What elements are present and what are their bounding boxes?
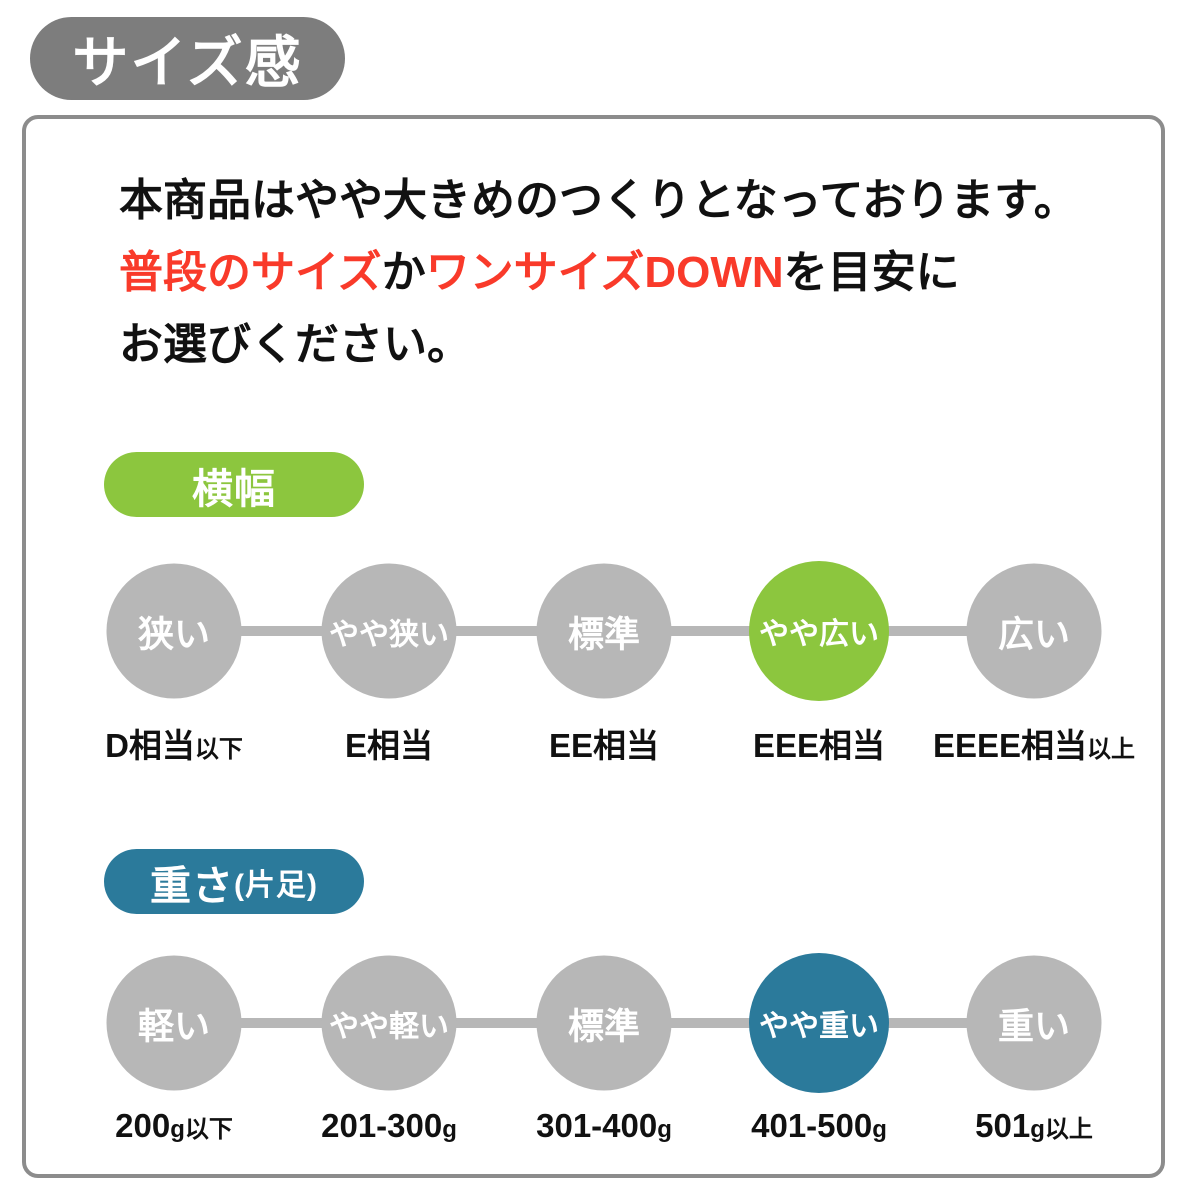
width-scale-value-5: EEEE相当以上: [933, 719, 1135, 767]
weight-scale-circle-slightly-heavy-label: やや重い: [759, 1010, 879, 1043]
description-line-1: 本商品はやや大きめのつくりとなっております。: [119, 176, 1078, 225]
weight-scale-value-2-main: 201-300: [321, 1107, 443, 1144]
weight-scale-circle-standard-label: 標準: [567, 1005, 640, 1046]
width-section-badge: 横幅: [104, 452, 364, 517]
width-scale-circle-wide: 広い: [966, 563, 1102, 699]
width-scale-value-1-suffix: 以下: [194, 736, 243, 763]
width-scale-circle-slightly-wide-label: やや広い: [759, 618, 879, 651]
weight-scale-value-4-main: 401-500: [751, 1107, 873, 1144]
width-scale-circle-standard-label: 標準: [567, 613, 640, 654]
page-title-badge: サイズ感: [30, 17, 345, 100]
width-scale-value-1-main: D相当: [105, 727, 195, 764]
weight-scale-value-5: 501g以上: [975, 1107, 1093, 1145]
weight-badge-label: 重さ: [150, 862, 234, 909]
description-paragraph: 本商品はやや大きめのつくりとなっております。 普段のサイズかワンサイズDOWNを…: [119, 165, 1078, 381]
width-scale-value-4-main: EEE相当: [752, 727, 886, 764]
weight-scale-value-4: 401-500g: [751, 1107, 887, 1145]
weight-scale-circle-standard: 標準: [536, 955, 672, 1091]
size-info-panel: 本商品はやや大きめのつくりとなっております。 普段のサイズかワンサイズDOWNを…: [22, 115, 1165, 1178]
width-scale-value-5-suffix: 以上: [1087, 736, 1136, 763]
width-scale-value-2-main: E相当: [344, 727, 434, 764]
width-scale-circle-wide-label: 広い: [997, 613, 1070, 654]
weight-scale-circle-slightly-light: やや軽い: [321, 955, 457, 1091]
weight-scale-value-3-main: 301-400: [536, 1107, 658, 1144]
weight-scale-value-5-main: 501: [975, 1107, 1031, 1144]
weight-scale-circle-heavy-label: 重い: [997, 1005, 1070, 1046]
description-red-one-size-down: ワンサイズDOWN: [425, 248, 784, 297]
weight-scale-value-3: 301-400g: [536, 1107, 672, 1145]
weight-scale-value-5-suffix: g以上: [1030, 1116, 1093, 1143]
page-title: サイズ感: [72, 31, 303, 94]
width-scale-circle-slightly-wide-active: やや広い: [749, 561, 889, 701]
weight-badge-suffix: (片足): [234, 868, 318, 902]
width-scale-circle-standard: 標準: [536, 563, 672, 699]
width-scale-value-3-main: EE相当: [548, 727, 660, 764]
width-scale-value-5-main: EEEE相当: [932, 727, 1088, 764]
description-line-3: お選びください。: [119, 320, 471, 369]
width-scale-circle-narrow-label: 狭い: [137, 613, 210, 654]
width-scale-value-2: E相当: [345, 719, 433, 767]
weight-section-badge: 重さ (片足): [104, 849, 364, 914]
width-scale-value-1: D相当以下: [105, 719, 243, 767]
width-scale-circle-narrow: 狭い: [106, 563, 242, 699]
weight-scale-circle-heavy: 重い: [966, 955, 1102, 1091]
width-scale-circle-slightly-narrow-label: やや狭い: [329, 618, 449, 651]
weight-scale-circle-slightly-heavy-active: やや重い: [749, 953, 889, 1093]
weight-scale-circle-slightly-light-label: やや軽い: [329, 1010, 449, 1043]
weight-scale-circle-light-label: 軽い: [137, 1005, 210, 1046]
width-scale-value-4: EEE相当: [753, 719, 885, 767]
weight-scale-value-1: 200g以下: [115, 1107, 233, 1145]
description-black-guide: を目安に: [783, 248, 960, 297]
weight-scale-value-3-suffix: g: [657, 1116, 672, 1143]
description-black-ka: か: [381, 248, 426, 297]
width-scale-value-3: EE相当: [549, 719, 659, 767]
weight-scale-circle-light: 軽い: [106, 955, 242, 1091]
description-red-usual-size: 普段のサイズ: [119, 248, 382, 297]
description-line-2: 普段のサイズかワンサイズDOWNを目安に: [119, 237, 1078, 309]
weight-scale-value-1-main: 200: [115, 1107, 171, 1144]
weight-scale-value-1-suffix: g以下: [170, 1116, 233, 1143]
width-badge-label: 横幅: [192, 465, 276, 512]
weight-scale-value-2-suffix: g: [442, 1116, 457, 1143]
weight-scale-value-2: 201-300g: [321, 1107, 457, 1145]
width-scale-circle-slightly-narrow: やや狭い: [321, 563, 457, 699]
weight-scale-value-4-suffix: g: [872, 1116, 887, 1143]
